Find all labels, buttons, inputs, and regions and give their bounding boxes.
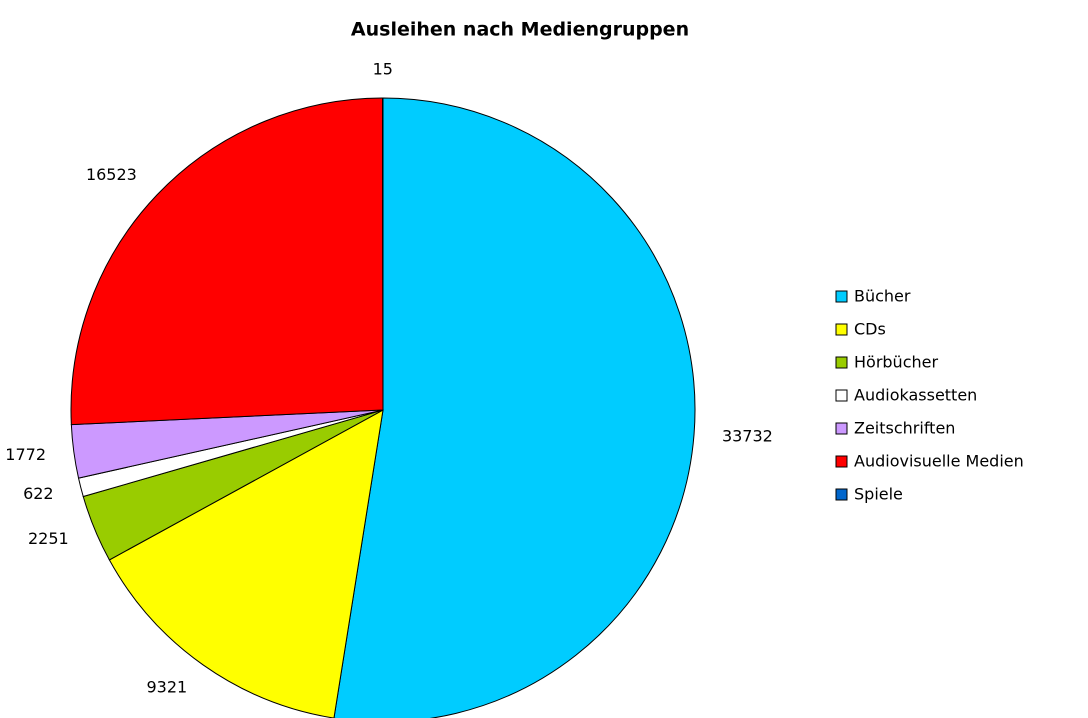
- legend-label: Audiovisuelle Medien: [854, 452, 1024, 471]
- pie-slice: [333, 97, 696, 718]
- legend-swatch: [835, 389, 848, 402]
- data-label: 9321: [146, 677, 187, 696]
- pie-slice: [108, 409, 384, 718]
- data-label: 33732: [722, 426, 773, 445]
- legend-label: Hörbücher: [854, 353, 938, 372]
- data-label: 622: [23, 484, 54, 503]
- legend-swatch: [835, 356, 848, 369]
- legend-swatch: [835, 488, 848, 501]
- data-label: 15: [373, 60, 393, 79]
- chart-title: Ausleihen nach Mediengruppen: [351, 19, 689, 41]
- legend-label: Spiele: [854, 485, 903, 504]
- pie-slice: [70, 97, 384, 426]
- legend-label: Audiokassetten: [854, 386, 977, 405]
- legend-label: Zeitschriften: [854, 419, 955, 438]
- legend-label: CDs: [854, 320, 886, 339]
- legend-swatch: [835, 422, 848, 435]
- data-label: 16523: [86, 165, 137, 184]
- legend-label: Bücher: [854, 287, 911, 306]
- data-label: 2251: [28, 529, 69, 548]
- legend-swatch: [835, 323, 848, 336]
- legend-swatch: [835, 290, 848, 303]
- data-label: 1772: [5, 445, 46, 464]
- legend-swatch: [835, 455, 848, 468]
